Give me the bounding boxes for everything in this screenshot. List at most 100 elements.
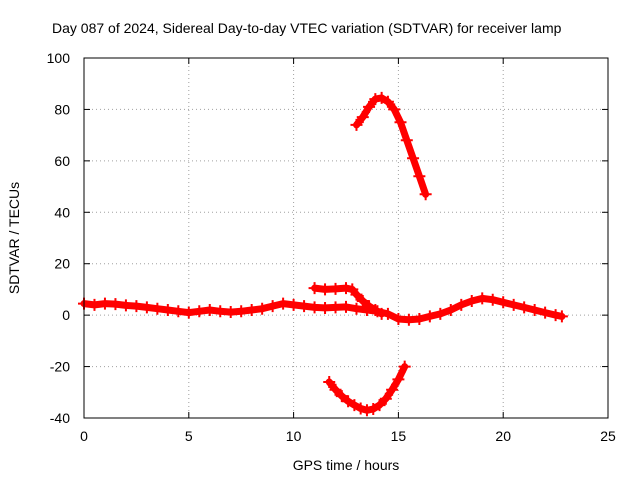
- data-point: [407, 152, 420, 165]
- x-tick-label: 25: [600, 428, 616, 444]
- data-point: [298, 300, 311, 313]
- y-tick-label: 0: [62, 307, 70, 323]
- series-layer: [78, 91, 568, 417]
- data-point: [172, 305, 185, 318]
- data-point: [423, 310, 436, 323]
- y-tick-label: 60: [54, 153, 70, 169]
- data-point: [402, 313, 415, 326]
- data-point: [340, 300, 352, 313]
- data-point: [381, 95, 394, 108]
- data-point: [354, 402, 367, 415]
- data-point: [555, 310, 568, 323]
- data-point: [350, 302, 363, 315]
- data-point: [549, 309, 562, 322]
- data-point: [277, 297, 290, 310]
- series-line: [325, 363, 409, 414]
- data-point: [388, 103, 401, 116]
- data-point: [214, 305, 227, 318]
- grid: [84, 58, 608, 418]
- data-point: [335, 390, 348, 403]
- data-point: [386, 383, 399, 396]
- data-point: [392, 313, 405, 325]
- y-tick-label: 20: [54, 256, 70, 272]
- y-tick-label: -40: [50, 410, 70, 426]
- series-upper-branch: [308, 282, 388, 320]
- data-point: [375, 307, 388, 320]
- data-point: [392, 373, 405, 386]
- data-point: [287, 298, 300, 311]
- y-tick-label: -20: [50, 359, 70, 375]
- data-point: [367, 403, 380, 415]
- y-axis-label: SDTVAR / TECUs: [6, 182, 22, 294]
- y-tick-label: 80: [54, 101, 70, 117]
- data-point: [394, 116, 407, 129]
- x-tick-label: 0: [80, 428, 88, 444]
- data-point: [235, 305, 248, 318]
- data-point: [379, 392, 392, 405]
- data-point: [308, 301, 321, 314]
- data-point: [119, 299, 132, 312]
- data-point: [413, 170, 426, 183]
- data-point: [319, 283, 332, 296]
- plot-frame: [83, 57, 609, 419]
- data-point: [369, 93, 382, 106]
- data-point: [329, 301, 342, 314]
- data-point: [308, 282, 321, 295]
- data-point: [348, 399, 361, 412]
- data-point: [507, 298, 520, 311]
- data-point: [419, 188, 432, 201]
- data-point: [340, 282, 352, 295]
- data-point: [329, 383, 342, 396]
- data-point: [98, 297, 111, 310]
- x-tick-label: 20: [495, 428, 511, 444]
- x-axis-label: GPS time / hours: [293, 457, 400, 473]
- chart-title: Day 087 of 2024, Sidereal Day-to-day VTE…: [52, 20, 562, 36]
- data-point: [455, 298, 468, 311]
- series-low-arc: [323, 360, 411, 417]
- data-point: [161, 304, 174, 316]
- data-point: [373, 399, 386, 412]
- data-point: [245, 304, 258, 316]
- data-point: [375, 91, 388, 104]
- y-tick-label: 100: [47, 50, 71, 66]
- axis-ticks: 0 5 10 15 20 25 -40 -20 0 20 40 60 80 100: [47, 50, 616, 444]
- data-point: [109, 298, 122, 311]
- data-point: [266, 300, 279, 313]
- x-tick-label: 5: [185, 428, 193, 444]
- data-point: [203, 304, 216, 316]
- data-point: [350, 118, 363, 131]
- data-point: [350, 288, 363, 301]
- x-tick-label: 10: [286, 428, 302, 444]
- data-point: [224, 306, 237, 319]
- data-point: [434, 307, 447, 320]
- data-point: [356, 111, 369, 124]
- data-point: [444, 304, 457, 316]
- data-point: [518, 301, 531, 314]
- data-point: [413, 313, 426, 325]
- data-point: [151, 302, 164, 315]
- data-point: [356, 295, 369, 307]
- data-point: [329, 282, 342, 295]
- data-point: [130, 300, 143, 313]
- data-point: [398, 360, 411, 373]
- x-tick-label: 15: [391, 428, 407, 444]
- data-point: [465, 295, 478, 307]
- data-point: [363, 100, 376, 113]
- series-baseline: [78, 292, 568, 326]
- series-line: [353, 94, 430, 198]
- data-point: [140, 301, 153, 314]
- data-point: [528, 304, 541, 316]
- data-point: [193, 305, 206, 318]
- data-point: [486, 293, 499, 306]
- data-point: [182, 306, 195, 319]
- data-point: [539, 306, 552, 319]
- data-point: [369, 304, 382, 316]
- data-point: [323, 376, 336, 388]
- data-point: [476, 292, 489, 305]
- data-point: [256, 302, 269, 315]
- data-point: [342, 395, 355, 408]
- data-point: [400, 134, 413, 147]
- data-point: [88, 298, 101, 311]
- y-tick-label: 40: [54, 204, 70, 220]
